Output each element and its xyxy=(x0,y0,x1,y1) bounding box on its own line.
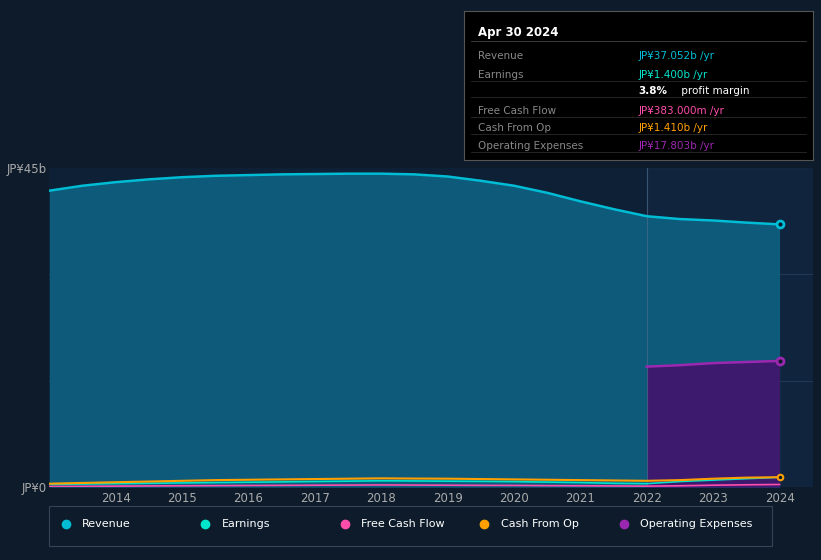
Text: Apr 30 2024: Apr 30 2024 xyxy=(478,26,558,39)
Text: Revenue: Revenue xyxy=(82,519,131,529)
Text: Free Cash Flow: Free Cash Flow xyxy=(361,519,445,529)
Bar xyxy=(49,506,772,546)
Text: Cash From Op: Cash From Op xyxy=(501,519,579,529)
Text: Earnings: Earnings xyxy=(478,70,523,80)
Text: JP¥17.803b /yr: JP¥17.803b /yr xyxy=(639,141,714,151)
Bar xyxy=(647,168,813,487)
Text: profit margin: profit margin xyxy=(678,86,750,96)
Text: Earnings: Earnings xyxy=(222,519,270,529)
Text: Revenue: Revenue xyxy=(478,51,523,60)
Text: JP¥383.000m /yr: JP¥383.000m /yr xyxy=(639,106,724,115)
Text: JP¥1.410b /yr: JP¥1.410b /yr xyxy=(639,123,708,133)
Text: JP¥1.400b /yr: JP¥1.400b /yr xyxy=(639,70,708,80)
Text: Operating Expenses: Operating Expenses xyxy=(478,141,583,151)
Text: JP¥37.052b /yr: JP¥37.052b /yr xyxy=(639,51,714,60)
Text: Free Cash Flow: Free Cash Flow xyxy=(478,106,556,115)
Text: 3.8%: 3.8% xyxy=(639,86,667,96)
Text: Operating Expenses: Operating Expenses xyxy=(640,519,753,529)
Text: Cash From Op: Cash From Op xyxy=(478,123,551,133)
